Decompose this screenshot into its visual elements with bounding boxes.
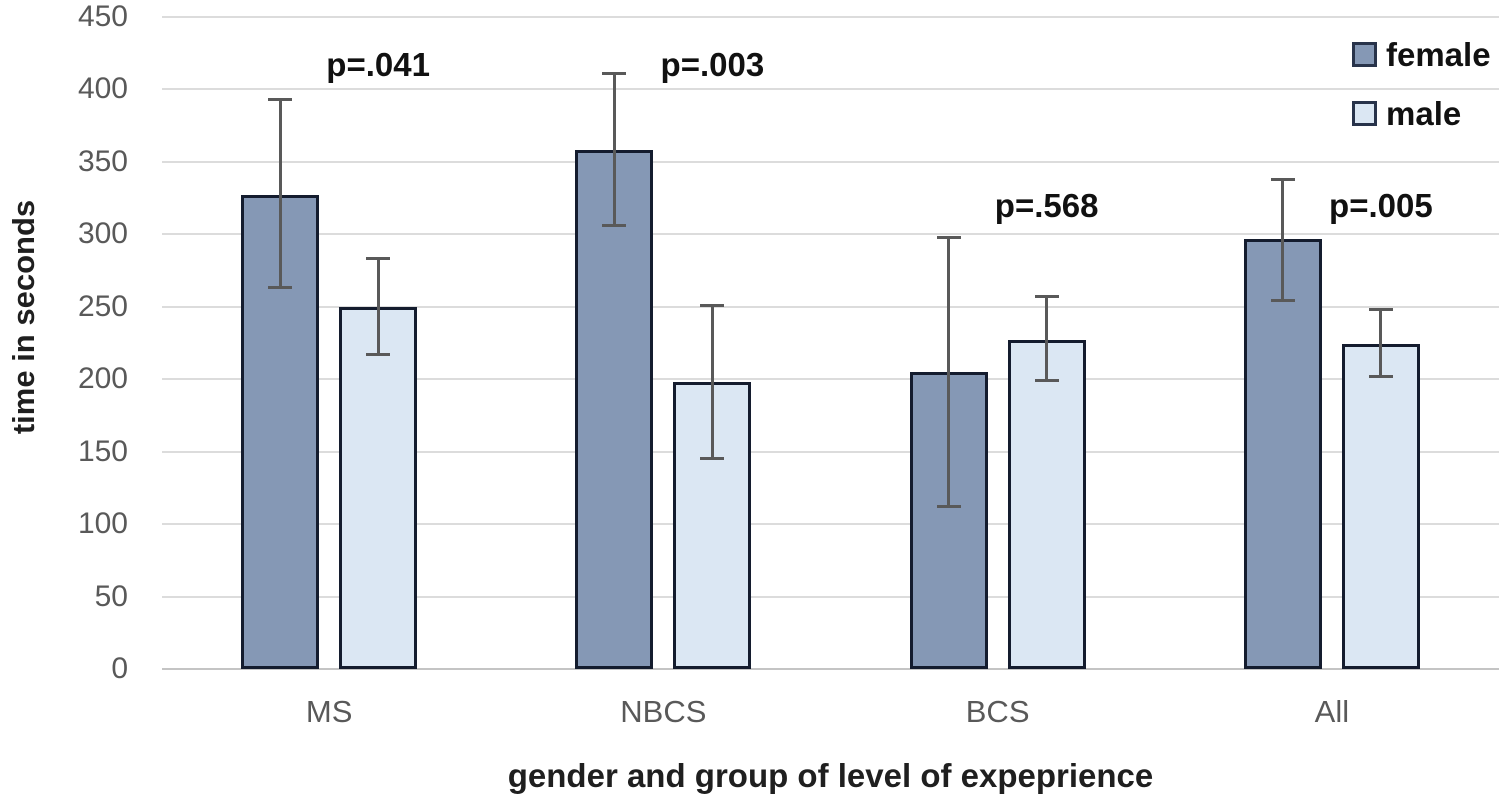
y-tick-label: 100 bbox=[77, 507, 128, 541]
p-value-label-All: p=.005 bbox=[1329, 186, 1433, 224]
legend: female male bbox=[1352, 38, 1491, 156]
error-cap-bottom-female-BCS bbox=[936, 505, 961, 509]
legend-label-male: male bbox=[1386, 95, 1462, 132]
y-tick-label: 300 bbox=[77, 217, 128, 251]
error-cap-bottom-male-MS bbox=[366, 353, 391, 357]
legend-item-male: male bbox=[1352, 97, 1491, 130]
gridline bbox=[162, 378, 1499, 381]
error-cap-top-female-BCS bbox=[936, 235, 961, 239]
error-cap-top-male-MS bbox=[366, 257, 391, 261]
x-category-label-MS: MS bbox=[305, 694, 353, 729]
y-tick-label: 250 bbox=[77, 289, 128, 323]
y-tick-label: 450 bbox=[77, 0, 128, 33]
error-bar-female-All bbox=[1281, 179, 1285, 301]
female-series-swatch-icon bbox=[1352, 42, 1377, 67]
gridline bbox=[162, 233, 1499, 236]
error-bar-female-BCS bbox=[947, 237, 951, 507]
bar-male-BCS bbox=[1007, 340, 1086, 669]
gridline bbox=[162, 450, 1499, 453]
p-value-label-MS: p=.041 bbox=[326, 46, 430, 84]
error-cap-top-male-NBCS bbox=[700, 303, 725, 307]
gridline bbox=[162, 305, 1499, 308]
y-tick-label: 400 bbox=[77, 72, 128, 106]
bar-male-All bbox=[1341, 344, 1420, 669]
error-cap-top-male-All bbox=[1368, 308, 1393, 312]
x-axis-title: gender and group of level of expeprience bbox=[507, 757, 1154, 794]
y-tick-label: 150 bbox=[77, 434, 128, 468]
x-axis-baseline bbox=[162, 668, 1499, 670]
gridline bbox=[162, 88, 1499, 91]
error-cap-top-female-All bbox=[1270, 177, 1295, 181]
error-cap-top-female-NBCS bbox=[602, 72, 627, 75]
x-category-label-BCS: BCS bbox=[965, 694, 1030, 729]
error-cap-bottom-male-BCS bbox=[1034, 379, 1059, 383]
error-bar-female-MS bbox=[278, 99, 282, 288]
error-bar-female-NBCS bbox=[612, 73, 616, 226]
y-tick-label: 50 bbox=[94, 579, 128, 613]
error-cap-top-female-MS bbox=[268, 98, 293, 102]
y-tick-label: 350 bbox=[77, 144, 128, 178]
error-cap-bottom-female-All bbox=[1270, 299, 1295, 303]
error-bar-male-BCS bbox=[1045, 296, 1049, 381]
p-value-label-BCS: p=.568 bbox=[994, 186, 1099, 224]
x-category-label-All: All bbox=[1314, 694, 1350, 729]
gridline bbox=[162, 595, 1499, 598]
error-bar-male-MS bbox=[376, 258, 380, 355]
gridline bbox=[162, 160, 1499, 163]
y-tick-label: 200 bbox=[77, 362, 128, 396]
gridline bbox=[162, 16, 1499, 18]
error-cap-bottom-male-All bbox=[1368, 374, 1393, 378]
y-tick-label: 0 bbox=[111, 652, 128, 685]
error-cap-bottom-female-NBCS bbox=[602, 224, 627, 228]
error-cap-bottom-male-NBCS bbox=[700, 457, 725, 461]
x-category-label-NBCS: NBCS bbox=[620, 694, 707, 729]
p-value-label-NBCS: p=.003 bbox=[660, 46, 765, 84]
male-series-swatch-icon bbox=[1352, 101, 1377, 126]
legend-label-female: female bbox=[1386, 36, 1491, 73]
error-bar-male-NBCS bbox=[710, 305, 714, 459]
legend-item-female: female bbox=[1352, 38, 1491, 71]
error-cap-bottom-female-MS bbox=[268, 286, 293, 290]
bar-female-All bbox=[1243, 238, 1322, 669]
bar-male-MS bbox=[339, 306, 418, 669]
error-cap-top-male-BCS bbox=[1034, 295, 1059, 299]
gridline bbox=[162, 523, 1499, 526]
bar-female-NBCS bbox=[575, 150, 654, 669]
error-bar-male-All bbox=[1379, 309, 1383, 377]
